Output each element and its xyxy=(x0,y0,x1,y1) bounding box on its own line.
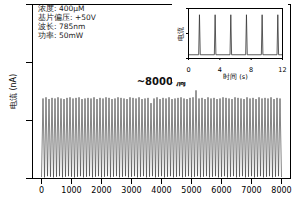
svg-text:7000: 7000 xyxy=(241,186,261,195)
svg-text:0: 0 xyxy=(39,186,44,195)
html-text:浓度: 400μM: 浓度: 400μM xyxy=(38,4,85,13)
svg-text:12: 12 xyxy=(278,66,286,74)
svg-text:8: 8 xyxy=(249,66,253,74)
svg-text:1000: 1000 xyxy=(61,186,81,195)
svg-text:8000: 8000 xyxy=(271,186,291,195)
svg-text:2000: 2000 xyxy=(91,186,111,195)
svg-text:电流: 电流 xyxy=(177,27,185,41)
svg-text:4000: 4000 xyxy=(151,186,171,195)
svg-text:~8000 滴: ~8000 滴 xyxy=(136,76,187,88)
svg-text:3000: 3000 xyxy=(121,186,141,195)
svg-text:4: 4 xyxy=(218,66,222,74)
html-text:功率: 50mW: 功率: 50mW xyxy=(38,31,84,40)
svg-text:5000: 5000 xyxy=(181,186,201,195)
html-text:波长: 785nm: 波长: 785nm xyxy=(38,22,86,31)
svg-text:0: 0 xyxy=(186,66,190,74)
svg-text:6000: 6000 xyxy=(211,186,231,195)
svg-text:电流 (nA): 电流 (nA) xyxy=(9,74,18,109)
svg-text:时间 (s): 时间 (s) xyxy=(223,73,248,81)
html-text:基片偏压: +50V: 基片偏压: +50V xyxy=(38,13,96,22)
